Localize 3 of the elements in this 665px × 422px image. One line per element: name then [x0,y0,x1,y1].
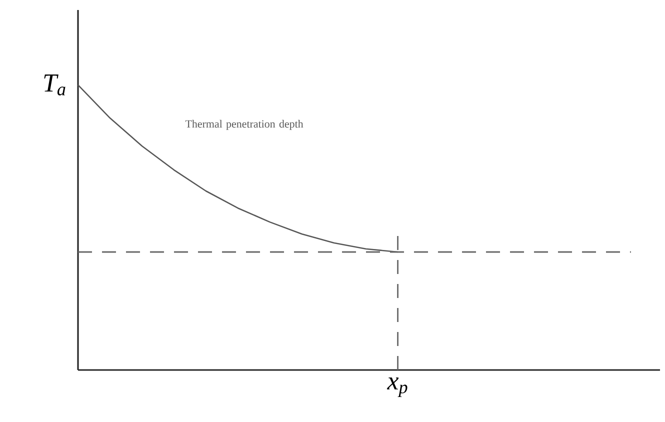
annotation: Thermal penetration depth [185,120,304,130]
text: T$_{a}$ [44,74,66,96]
text: x$_{p}$ [386,378,408,397]
